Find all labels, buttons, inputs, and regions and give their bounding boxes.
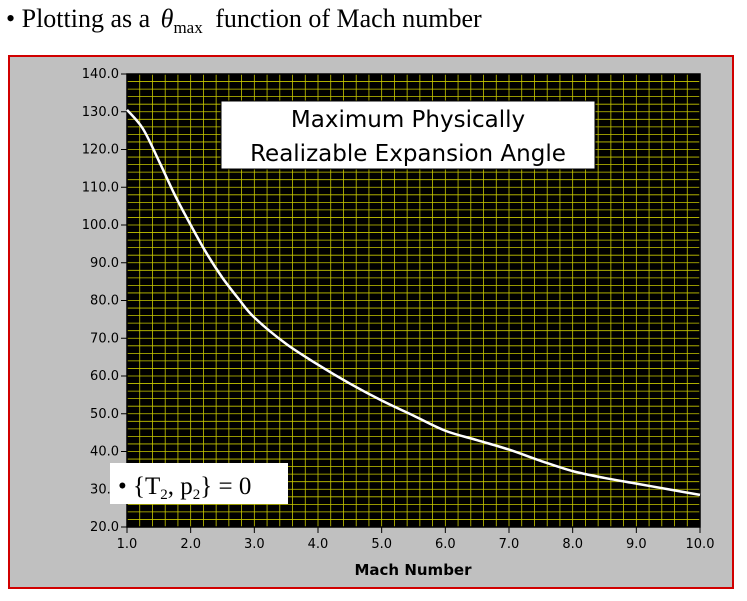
y-tick-label: 50.0: [90, 407, 119, 422]
chart-frame: 140.0 130.0 120.0 110.0 100.0 90.0 80.0 70.0 60.…: [8, 55, 734, 589]
y-tick-label: 130.0: [82, 105, 119, 120]
chart-title-box: Maximum Physically Realizable Expansion …: [220, 100, 596, 170]
theta-subscript: max: [173, 18, 203, 37]
y-tick-label: 70.0: [90, 331, 119, 346]
annotation-close: } = 0: [200, 473, 251, 500]
theta-symbol: θ: [160, 4, 174, 33]
annotation-text: • {T2, p2} = 0: [118, 473, 251, 503]
annotation-background: [110, 463, 288, 504]
y-tick-label: 110.0: [82, 180, 119, 195]
chart-svg: 140.0 130.0 120.0 110.0 100.0 90.0 80.0 70.0 60.…: [82, 67, 715, 579]
series-points: [126, 109, 701, 495]
slide-heading: • Plotting as a θmax function of Mach nu…: [6, 4, 482, 38]
x-tick-label: 10.0: [686, 537, 715, 552]
annotation-mid: , p: [168, 473, 193, 500]
chart-title-line-2: Realizable Expansion Angle: [250, 141, 566, 167]
x-tick-label: 7.0: [499, 537, 520, 552]
annotation-sub-1: 2: [160, 487, 168, 503]
x-tick-label: 2.0: [180, 537, 201, 552]
y-tick-label: 100.0: [82, 218, 119, 233]
y-tick-label: 20.0: [90, 520, 119, 535]
y-tick-label: 140.0: [82, 67, 119, 82]
heading-suffix: function of Mach number: [215, 4, 482, 33]
x-axis: 1.0 2.0 3.0 4.0 5.0 6.0 7.0 8.0 9.0 10.0: [117, 527, 715, 552]
y-tick-label: 80.0: [90, 294, 119, 309]
x-tick-label: 5.0: [371, 537, 392, 552]
y-tick-label: 40.0: [90, 445, 119, 460]
x-axis-title: Mach Number: [354, 561, 472, 579]
annotation-bullet: •: [118, 473, 127, 500]
heading-prefix: • Plotting as a: [6, 4, 151, 33]
x-tick-label: 6.0: [435, 537, 456, 552]
x-tick-label: 9.0: [626, 537, 647, 552]
y-tick-label: 90.0: [90, 256, 119, 271]
annotation-open: {T: [133, 473, 160, 500]
x-tick-label: 4.0: [308, 537, 329, 552]
y-axis: 140.0 130.0 120.0 110.0 100.0 90.0 80.0 70.0 60.…: [82, 67, 127, 535]
chart-title-background: [220, 100, 596, 170]
annotation-box: • {T2, p2} = 0: [110, 463, 288, 504]
chart-title-line-1: Maximum Physically: [291, 107, 525, 133]
x-tick-label: 1.0: [117, 537, 138, 552]
y-tick-label: 60.0: [90, 369, 119, 384]
x-tick-label: 3.0: [244, 537, 265, 552]
annotation-sub-2: 2: [193, 487, 201, 503]
y-tick-label: 120.0: [82, 143, 119, 158]
x-tick-label: 8.0: [562, 537, 583, 552]
